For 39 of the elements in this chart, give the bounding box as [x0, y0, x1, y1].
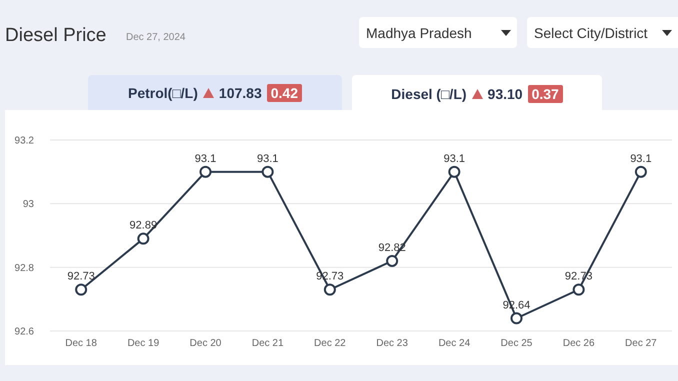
point	[634, 166, 647, 178]
point	[448, 166, 460, 178]
data-label: 93.1	[630, 152, 652, 165]
x-tick-label: Dec 19	[127, 338, 160, 350]
chart-subtitle: Dec 27, 2024	[126, 32, 186, 43]
point	[572, 284, 585, 296]
data-label: 93.1	[194, 152, 216, 165]
text: 0.37	[528, 84, 563, 102]
text: 107.83	[218, 84, 262, 100]
data-label: 93.1	[256, 152, 278, 165]
x-tick-label: Dec 24	[438, 338, 471, 350]
text: Petrol(□/L)	[128, 84, 198, 100]
text: Select City/District	[534, 24, 648, 40]
text: Diesel (□/L)	[391, 86, 467, 102]
data-label: 92.73	[67, 270, 95, 283]
point	[75, 284, 88, 296]
x-tick-label: Dec 21	[252, 338, 284, 350]
point	[200, 166, 212, 178]
x-tick-label: Dec 23	[376, 338, 408, 350]
y-tick-label: 93	[22, 199, 34, 210]
text: 93.10	[488, 86, 523, 102]
text: 0.42	[266, 84, 302, 102]
chart-title: Diesel Price	[5, 25, 106, 47]
x-tick-label: Dec 20	[190, 338, 222, 350]
point	[137, 232, 150, 245]
y-tick-label: 92.6	[14, 326, 34, 338]
x-tick-label: Dec 18	[65, 338, 98, 350]
point	[324, 284, 336, 296]
y-tick-label: 93.2	[14, 136, 34, 147]
x-tick-label: Dec 22	[314, 338, 346, 350]
x-tick-label: Dec 25	[500, 338, 533, 350]
x-tick-label: Dec 26	[562, 338, 595, 350]
x-tick-label: Dec 27	[625, 338, 658, 350]
data-label: 93.1	[444, 152, 466, 165]
point	[510, 312, 522, 324]
point	[386, 254, 398, 267]
y-tick-label: 92.8	[14, 262, 34, 274]
text: Madhya Pradesh	[366, 24, 472, 40]
point	[262, 166, 274, 178]
